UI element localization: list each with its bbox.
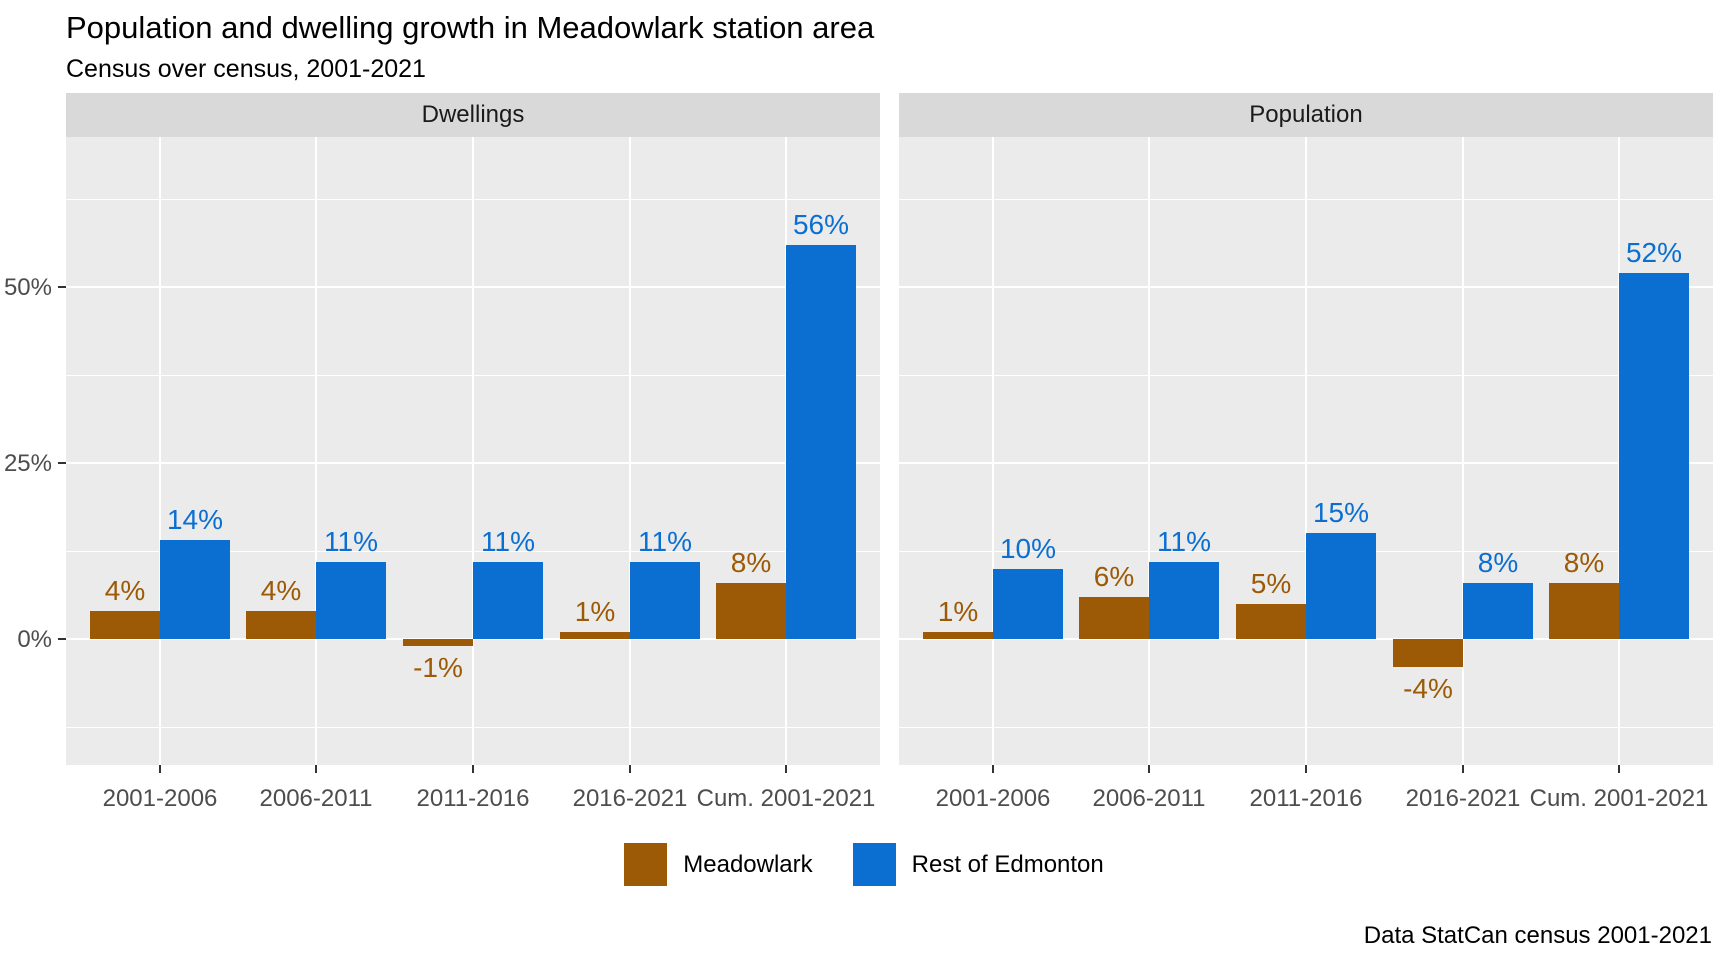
bar-meadowlark — [90, 611, 160, 639]
bar-meadowlark — [1549, 583, 1619, 639]
value-label: -1% — [413, 652, 463, 683]
x-tick — [315, 765, 317, 773]
major-gridline-vertical — [1305, 137, 1307, 765]
x-tick-label: 2016-2021 — [1405, 785, 1521, 812]
y-tick — [58, 638, 66, 640]
value-label: 56% — [792, 209, 850, 240]
bar-rest-of-edmonton — [160, 540, 230, 639]
bar-meadowlark — [403, 639, 473, 646]
value-label: 1% — [574, 596, 616, 627]
value-label: 15% — [1312, 497, 1370, 528]
value-label: 8% — [1563, 547, 1605, 578]
legend-item: Rest of Edmonton — [852, 843, 1104, 886]
bar-meadowlark — [923, 632, 993, 639]
panel: 4% 14% 4% 11% -1% 11% 1% 11% 8% 56% — [66, 137, 880, 765]
major-gridline-vertical — [159, 137, 161, 765]
legend-swatch — [624, 843, 668, 886]
panel: 1% 10% 6% 11% 5% 15% -4% 8% 8% 52% — [899, 137, 1713, 765]
value-label: 11% — [1157, 526, 1211, 557]
value-label: 14% — [166, 504, 224, 535]
x-tick — [1305, 765, 1307, 773]
x-tick — [992, 765, 994, 773]
bar-rest-of-edmonton — [1149, 562, 1219, 639]
major-gridline-vertical — [315, 137, 317, 765]
bar-meadowlark — [1393, 639, 1463, 667]
facet-strip: Population — [899, 93, 1713, 137]
major-gridline-vertical — [1148, 137, 1150, 765]
bar-rest-of-edmonton — [630, 562, 700, 639]
chart-subtitle: Census over census, 2001-2021 — [66, 55, 426, 83]
y-tick-label: 0% — [17, 626, 52, 653]
y-tick — [58, 286, 66, 288]
x-tick — [1148, 765, 1150, 773]
x-tick — [1462, 765, 1464, 773]
major-gridline-vertical — [1462, 137, 1464, 765]
x-tick — [785, 765, 787, 773]
x-tick-label: 2001-2006 — [935, 785, 1051, 812]
y-tick-label: 50% — [3, 274, 52, 301]
legend-label: Rest of Edmonton — [911, 850, 1104, 878]
major-gridline-vertical — [472, 137, 474, 765]
bar-meadowlark — [716, 583, 786, 639]
value-label: -4% — [1403, 673, 1453, 704]
legend-item: Meadowlark — [624, 843, 813, 886]
x-tick — [472, 765, 474, 773]
x-tick-label: 2006-2011 — [1092, 785, 1206, 812]
x-tick-label: 2016-2021 — [572, 785, 688, 812]
legend: Meadowlark Rest of Edmonton — [0, 843, 1728, 886]
value-label: 11% — [324, 526, 378, 557]
chart-caption: Data StatCan census 2001-2021 — [1363, 922, 1712, 949]
facet-strip: Dwellings — [66, 93, 880, 137]
y-tick — [58, 462, 66, 464]
value-label: 11% — [481, 526, 535, 557]
x-tick-label: Cum. 2001-2021 — [1529, 785, 1709, 812]
bar-rest-of-edmonton — [1619, 273, 1689, 639]
legend-swatch — [852, 843, 896, 886]
bar-rest-of-edmonton — [473, 562, 543, 639]
bar-rest-of-edmonton — [1306, 533, 1376, 639]
x-tick-label: 2001-2006 — [102, 785, 218, 812]
chart-title: Population and dwelling growth in Meadow… — [66, 10, 875, 45]
x-tick-label: Cum. 2001-2021 — [696, 785, 876, 812]
bar-meadowlark — [1236, 604, 1306, 639]
value-label: 52% — [1625, 237, 1683, 268]
legend-label: Meadowlark — [683, 850, 813, 878]
value-label: 11% — [638, 526, 692, 557]
bar-meadowlark — [1079, 597, 1149, 639]
bar-rest-of-edmonton — [1463, 583, 1533, 639]
x-tick — [159, 765, 161, 773]
major-gridline-vertical — [992, 137, 994, 765]
x-tick — [629, 765, 631, 773]
x-tick-label: 2011-2016 — [416, 785, 530, 812]
bar-meadowlark — [560, 632, 630, 639]
bar-rest-of-edmonton — [316, 562, 386, 639]
bar-meadowlark — [246, 611, 316, 639]
bar-rest-of-edmonton — [993, 569, 1063, 639]
value-label: 5% — [1250, 568, 1292, 599]
y-tick-label: 25% — [3, 450, 52, 477]
bar-rest-of-edmonton — [786, 245, 856, 639]
value-label: 4% — [260, 575, 302, 606]
value-label: 10% — [999, 533, 1057, 564]
value-label: 8% — [730, 547, 772, 578]
x-tick-label: 2011-2016 — [1249, 785, 1363, 812]
major-gridline-vertical — [629, 137, 631, 765]
value-label: 1% — [937, 596, 979, 627]
x-tick-label: 2006-2011 — [259, 785, 373, 812]
value-label: 8% — [1477, 547, 1519, 578]
value-label: 4% — [104, 575, 146, 606]
x-tick — [1618, 765, 1620, 773]
value-label: 6% — [1093, 561, 1135, 592]
